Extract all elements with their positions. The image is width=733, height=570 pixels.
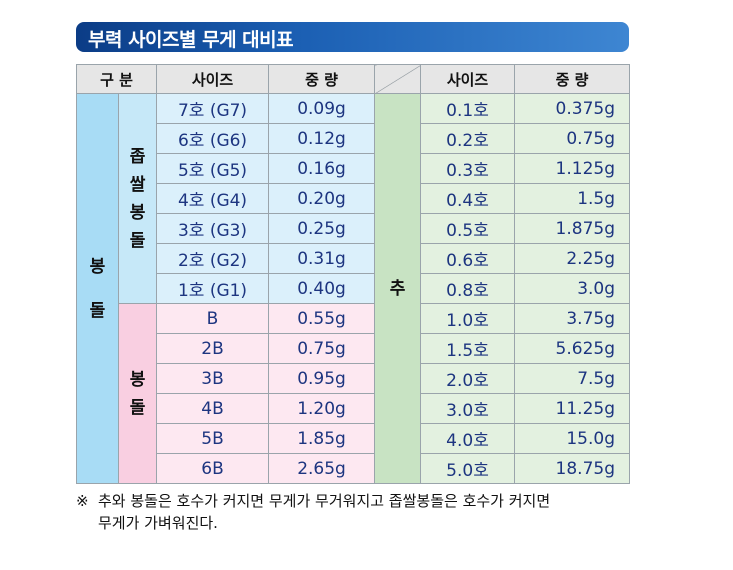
size-cell: 2B xyxy=(156,333,270,364)
group-char: 돌 xyxy=(89,300,106,321)
size-cell: 3호 (G3) xyxy=(156,213,270,244)
sinker-weight-cell: 1.875g xyxy=(514,213,631,244)
table-row: 봉 돌 B 0.55g 1.0호 3.75g xyxy=(77,303,631,484)
sinker-size-cell: 0.6호 xyxy=(420,243,516,274)
size-cell: 2호 (G2) xyxy=(156,243,270,274)
weight-cell: 0.12g xyxy=(268,123,376,154)
size-cell: 1호 (G1) xyxy=(156,273,270,304)
group-char: 돌 xyxy=(129,230,146,251)
weight-cell: 1.85g xyxy=(268,423,376,454)
group-char: 돌 xyxy=(129,397,146,418)
note-line-2: 무게가 가벼워진다. xyxy=(98,514,218,532)
sinker-size-cell: 0.2호 xyxy=(420,123,516,154)
sinker-size-cell: 4.0호 xyxy=(420,423,516,454)
table-row: 4호 (G4) 0.20g 0.4호 1.5g xyxy=(77,183,631,214)
weight-cell: 0.09g xyxy=(268,93,376,124)
group-char: 봉 xyxy=(129,202,146,223)
table-row: 5B 1.85g 4.0호 15.0g xyxy=(77,423,631,454)
footnote: ※ 추와 봉돌은 호수가 커지면 무게가 무거워지고 좁쌀봉돌은 호수가 커지면 … xyxy=(76,490,646,534)
sinker-size-cell: 5.0호 xyxy=(420,453,516,484)
table-row: 2B 0.75g 1.5호 5.625g xyxy=(77,333,631,364)
title-bar: 부력 사이즈별 무게 대비표 xyxy=(76,22,629,52)
sinker-weight-cell: 1.5g xyxy=(514,183,631,214)
sinker-size-cell: 2.0호 xyxy=(420,363,516,394)
sinker-size-cell: 0.8호 xyxy=(420,273,516,304)
size-cell: 6호 (G6) xyxy=(156,123,270,154)
size-cell: 5B xyxy=(156,423,270,454)
group-char: 쌀 xyxy=(129,174,146,195)
sinker-weight-cell: 7.5g xyxy=(514,363,631,394)
sinker-size-cell: 0.1호 xyxy=(420,93,516,124)
table-row: 1호 (G1) 0.40g 0.8호 3.0g xyxy=(77,273,631,304)
sinker-weight-cell: 1.125g xyxy=(514,153,631,184)
size-cell: 6B xyxy=(156,453,270,484)
sinker-weight-cell: 3.0g xyxy=(514,273,631,304)
sinker-size-cell: 3.0호 xyxy=(420,393,516,424)
header-category: 구 분 xyxy=(75,64,158,94)
sinker-size-cell: 0.3호 xyxy=(420,153,516,184)
group-sinker: 추 xyxy=(374,93,422,484)
size-cell: B xyxy=(156,303,270,334)
table-header-row: 구 분 사이즈 중 량 사이즈 중 량 xyxy=(75,64,631,94)
sinker-weight-cell: 15.0g xyxy=(514,423,631,454)
header-size: 사이즈 xyxy=(156,64,270,94)
group-char: 봉 xyxy=(129,369,146,390)
sinker-size-cell: 0.4호 xyxy=(420,183,516,214)
weight-table: 구 분 사이즈 중 량 사이즈 중 량 봉 돌 좁 쌀 봉 돌 7호 (G7) 0.09g 추 0… xyxy=(75,64,631,484)
group-char: 좁 xyxy=(129,146,146,167)
sinker-weight-cell: 3.75g xyxy=(514,303,631,334)
size-cell: 7호 (G7) xyxy=(156,93,270,124)
weight-cell: 1.20g xyxy=(268,393,376,424)
weight-cell: 0.16g xyxy=(268,153,376,184)
weight-cell: 0.75g xyxy=(268,333,376,364)
table-row: 6호 (G6) 0.12g 0.2호 0.75g xyxy=(77,123,631,154)
size-cell: 3B xyxy=(156,363,270,394)
sinker-size-cell: 0.5호 xyxy=(420,213,516,244)
sinker-weight-cell: 2.25g xyxy=(514,243,631,274)
sinker-weight-cell: 11.25g xyxy=(514,393,631,424)
weight-cell: 0.20g xyxy=(268,183,376,214)
table-row: 4B 1.20g 3.0호 11.25g xyxy=(77,393,631,424)
note-mark: ※ xyxy=(76,492,89,510)
size-cell: 4B xyxy=(156,393,270,424)
weight-cell: 0.25g xyxy=(268,213,376,244)
table-row: 봉 돌 좁 쌀 봉 돌 7호 (G7) 0.09g 추 0.1호 0.375g xyxy=(76,93,631,484)
sinker-weight-cell: 18.75g xyxy=(514,453,631,484)
sinker-weight-cell: 5.625g xyxy=(514,333,631,364)
table-row: 3B 0.95g 2.0호 7.5g xyxy=(77,363,631,394)
group-char: 봉 xyxy=(89,256,106,277)
page-title: 부력 사이즈별 무게 대비표 xyxy=(88,29,294,51)
header-diagonal-cell xyxy=(374,64,422,94)
header-size-2: 사이즈 xyxy=(420,64,516,94)
size-cell: 4호 (G4) xyxy=(156,183,270,214)
size-cell: 5호 (G5) xyxy=(156,153,270,184)
header-weight-2: 중 량 xyxy=(514,64,631,94)
sinker-weight-cell: 0.375g xyxy=(514,93,631,124)
sinker-size-cell: 1.5호 xyxy=(420,333,516,364)
table-row: 3호 (G3) 0.25g 0.5호 1.875g xyxy=(77,213,631,244)
header-weight: 중 량 xyxy=(268,64,376,94)
table-row: 2호 (G2) 0.31g 0.6호 2.25g xyxy=(77,243,631,274)
table-row: 6B 2.65g 5.0호 18.75g xyxy=(77,453,631,484)
weight-cell: 0.95g xyxy=(268,363,376,394)
weight-cell: 0.31g xyxy=(268,243,376,274)
weight-cell: 2.65g xyxy=(268,453,376,484)
weight-cell: 0.40g xyxy=(268,273,376,304)
sinker-size-cell: 1.0호 xyxy=(420,303,516,334)
weight-cell: 0.55g xyxy=(268,303,376,334)
table-row: 5호 (G5) 0.16g 0.3호 1.125g xyxy=(77,153,631,184)
note-line-1: 추와 봉돌은 호수가 커지면 무게가 무거워지고 좁쌀봉돌은 호수가 커지면 xyxy=(98,492,551,510)
sinker-weight-cell: 0.75g xyxy=(514,123,631,154)
